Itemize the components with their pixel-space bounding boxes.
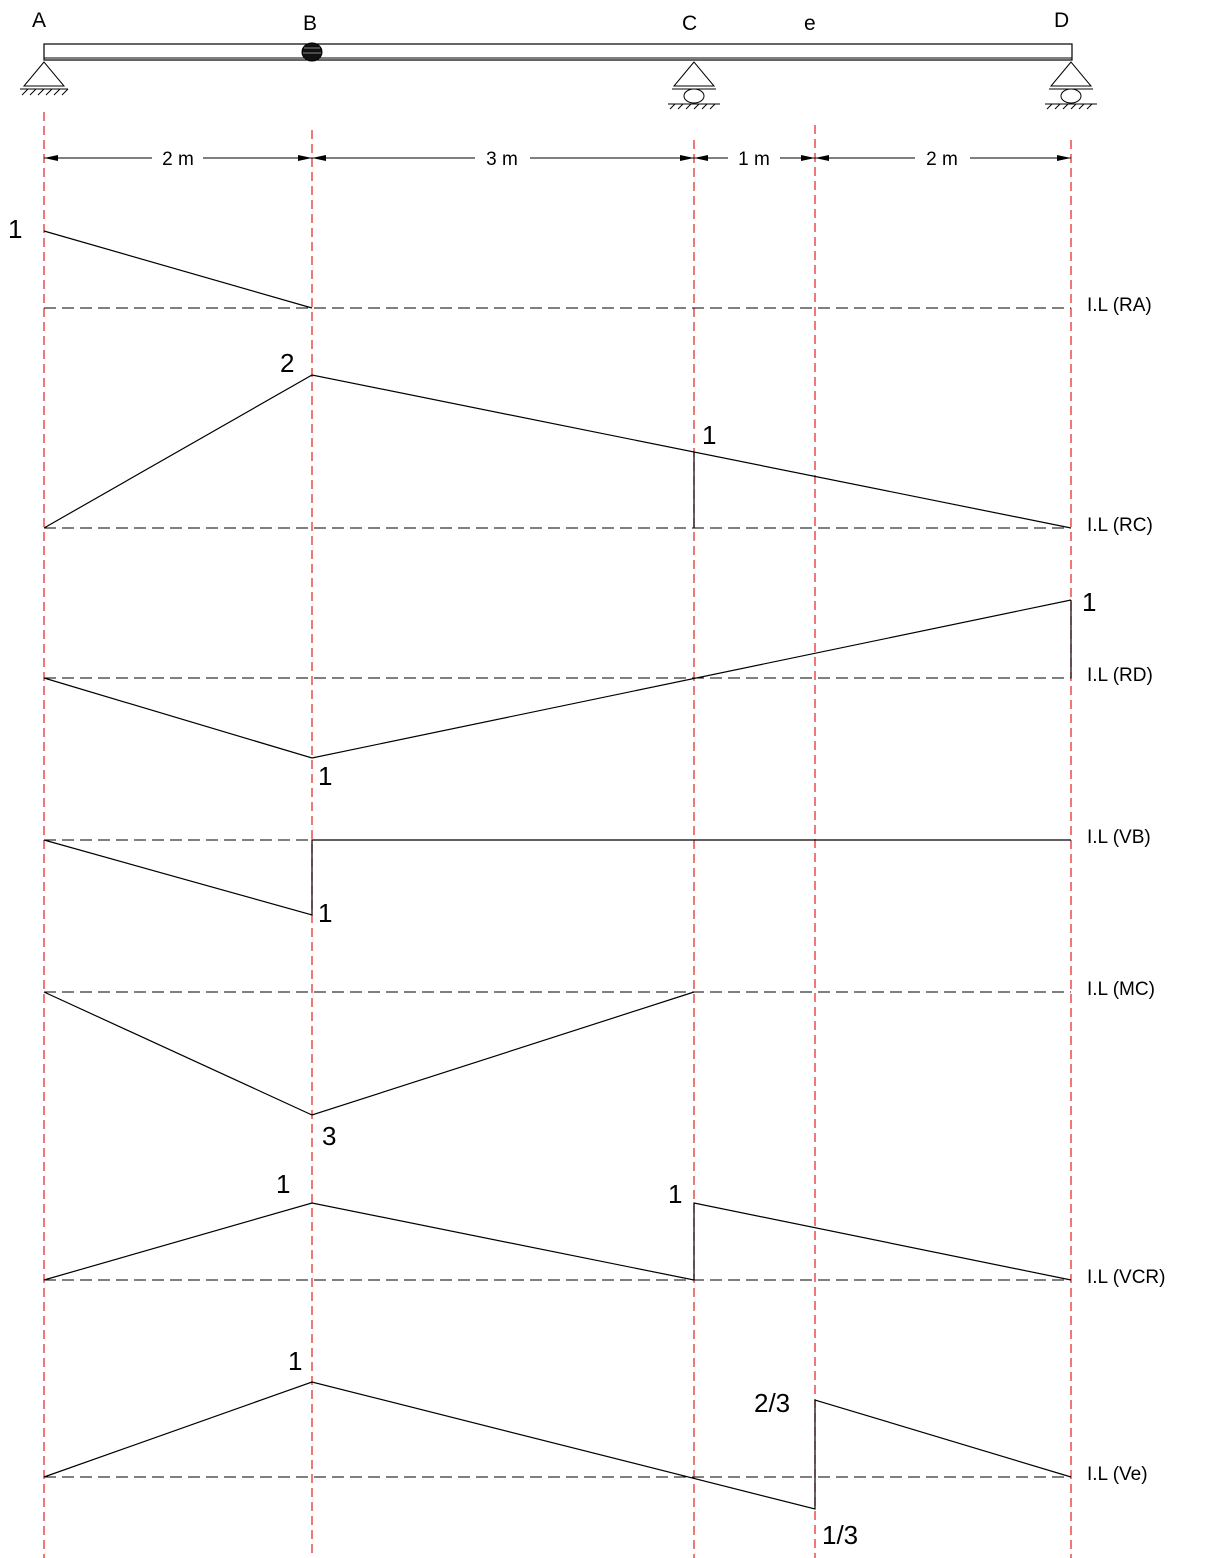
influence-line-diagrams	[43, 230, 1072, 1510]
il-rd-value-d: 1	[1082, 587, 1096, 617]
point-labels: A B C e D	[32, 9, 1069, 35]
pin-support-icon	[20, 61, 69, 96]
ordinate-labels: 1 2 1 1 1 1 3 1 1 1 2/3 1/3	[8, 214, 1096, 1550]
span-label-ab: 2 m	[162, 149, 194, 170]
il-mc-name: I.L (MC)	[1087, 979, 1155, 1000]
il-vb	[43, 839, 1071, 916]
il-vcr-value-b: 1	[276, 1169, 290, 1199]
il-vcr-curve	[43, 1202, 1072, 1281]
il-vcr-value-c: 1	[668, 1179, 682, 1209]
il-mc-value-b: 3	[322, 1121, 336, 1151]
il-rd	[43, 599, 1072, 759]
guide-lines	[43, 112, 1072, 1558]
il-ra-name: I.L (RA)	[1087, 295, 1152, 316]
il-vb-curve	[43, 839, 1071, 916]
il-rc	[43, 374, 1072, 529]
il-ra	[43, 230, 1071, 309]
span-label-ed: 2 m	[926, 149, 958, 170]
il-ve-value-e-upper: 2/3	[754, 1388, 790, 1418]
point-label-a: A	[32, 9, 46, 32]
il-rd-curve	[43, 599, 1072, 759]
hinge-icon	[301, 42, 323, 62]
span-label-bc: 3 m	[486, 149, 518, 170]
beam	[20, 42, 1097, 110]
span-label-ce: 1 m	[738, 149, 770, 170]
il-rc-value-c: 1	[702, 420, 716, 450]
influence-line-names: I.L (RA) I.L (RC) I.L (RD) I.L (VB) I.L …	[1087, 295, 1165, 1485]
il-ra-curve	[43, 230, 313, 309]
il-ve-curve	[43, 1381, 1072, 1510]
il-ve	[43, 1381, 1072, 1510]
il-vb-name: I.L (VB)	[1087, 827, 1151, 848]
il-rc-curve	[43, 374, 1072, 529]
dimension-line: 2 m 3 m 1 m 2 m	[44, 149, 1071, 170]
il-vcr-name: I.L (VCR)	[1087, 1267, 1165, 1288]
il-rc-name: I.L (RC)	[1087, 515, 1153, 536]
il-ve-name: I.L (Ve)	[1087, 1464, 1148, 1485]
roller-support-icon-d	[1045, 61, 1097, 110]
il-mc-curve	[43, 991, 695, 1116]
il-rd-name: I.L (RD)	[1087, 665, 1153, 686]
il-vcr	[43, 1202, 1072, 1281]
point-label-d: D	[1054, 9, 1069, 32]
il-mc	[43, 991, 1071, 1116]
il-vb-value-b: 1	[318, 898, 332, 928]
il-rc-value-b: 2	[280, 348, 294, 378]
il-ve-value-e-lower: 1/3	[822, 1520, 858, 1550]
il-ra-value-a: 1	[8, 214, 22, 244]
roller-support-icon-c	[668, 61, 720, 110]
point-label-e: e	[804, 12, 816, 35]
point-label-b: B	[303, 12, 317, 35]
point-label-c: C	[682, 12, 697, 35]
beam-body	[43, 43, 1073, 61]
il-rd-value-b: 1	[318, 761, 332, 791]
il-ve-value-b: 1	[288, 1346, 302, 1376]
